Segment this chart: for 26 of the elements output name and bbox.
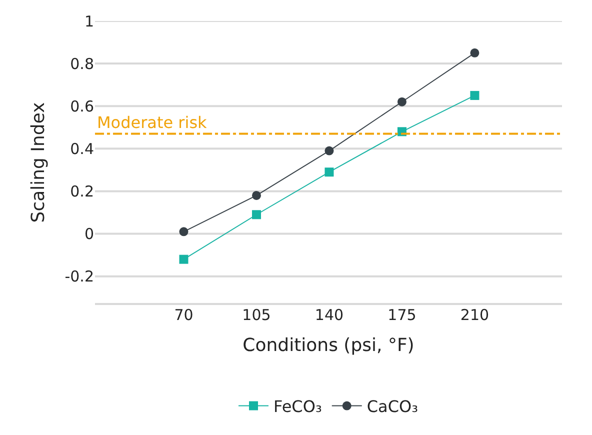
- y-tick-label: -0.2: [64, 268, 94, 286]
- ref-line-label: Moderate risk: [97, 113, 208, 132]
- y-tick-label: 1: [84, 12, 94, 30]
- x-tick-label: 105: [242, 306, 271, 324]
- y-axis-title: Scaling Index: [28, 102, 49, 223]
- y-tick-label: 0.6: [70, 97, 94, 116]
- point: [324, 146, 334, 156]
- y-tick-label: 0.4: [70, 140, 94, 158]
- point: [397, 97, 406, 106]
- y-tick-label: 0: [84, 225, 94, 244]
- point: [470, 48, 480, 58]
- y-tick-label: 0.8: [70, 54, 94, 73]
- legend-label: CaCO₃: [366, 397, 418, 416]
- point: [179, 227, 188, 236]
- x-tick-label: 140: [314, 306, 344, 324]
- point: [252, 210, 261, 220]
- x-tick-label: 70: [174, 306, 194, 324]
- point: [324, 168, 334, 177]
- y-tick-label: 0.2: [70, 182, 94, 200]
- point: [470, 90, 480, 100]
- x-tick-label: 175: [388, 306, 416, 324]
- legend-label: FeCO₃: [274, 397, 322, 416]
- x-tick-label: 210: [460, 306, 490, 324]
- point: [252, 190, 261, 200]
- x-axis-title: Conditions (psi, °F): [242, 335, 414, 356]
- point: [179, 254, 188, 264]
